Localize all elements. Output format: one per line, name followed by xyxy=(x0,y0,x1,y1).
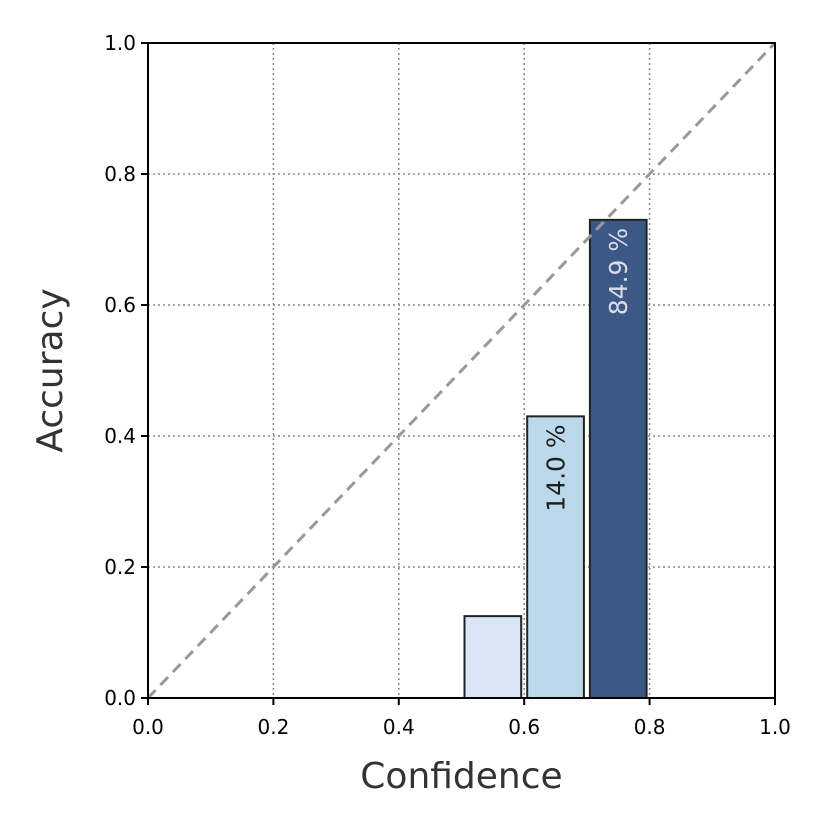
plot-frame xyxy=(147,42,776,699)
axis-ticks: 0.0 0.2 0.4 0.6 0.8 1.0 0.0 0.2 0.4 0.6 0.8 1.0 xyxy=(104,31,791,739)
y-tick-label-2: 0.4 xyxy=(104,424,136,448)
bar-0 xyxy=(463,615,523,699)
bar-labels-group: 14.0 % 84.9 % xyxy=(542,228,634,512)
bar-label-2: 84.9 % xyxy=(604,228,633,315)
bars-group xyxy=(463,218,648,699)
x-axis-title: Confidence xyxy=(360,756,562,797)
x-tick-label-4: 0.8 xyxy=(634,715,666,739)
bar-2 xyxy=(588,218,648,699)
y-tick-label-5: 1.0 xyxy=(104,31,136,55)
bar-label-1: 14.0 % xyxy=(542,424,571,511)
y-tick-label-1: 0.2 xyxy=(104,555,136,579)
y-tick-label-0: 0.0 xyxy=(104,686,136,710)
y-tick-label-4: 0.8 xyxy=(104,162,136,186)
x-tick-label-0: 0.0 xyxy=(132,715,164,739)
x-tick-label-5: 1.0 xyxy=(759,715,791,739)
y-tick-label-3: 0.6 xyxy=(104,293,136,317)
x-tick-label-2: 0.4 xyxy=(383,715,415,739)
x-tick-label-1: 0.2 xyxy=(257,715,289,739)
perfect-calibration-line xyxy=(146,41,777,700)
x-tick-label-3: 0.6 xyxy=(508,715,540,739)
y-axis-title: Accuracy xyxy=(30,288,71,452)
